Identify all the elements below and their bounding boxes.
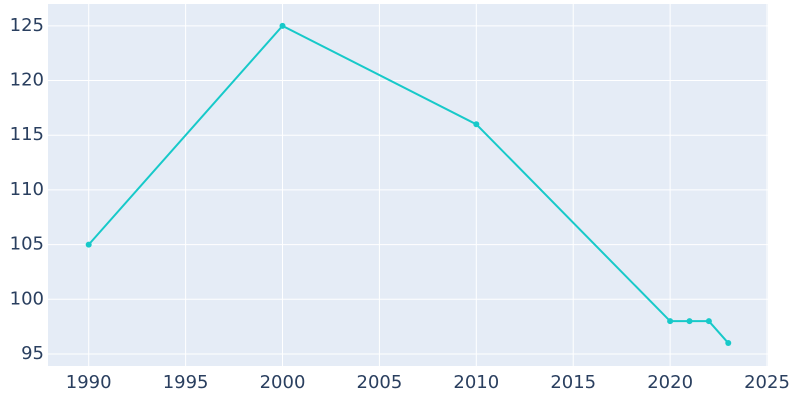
- y-tick-label: 115: [10, 124, 44, 145]
- y-tick-label: 125: [10, 15, 44, 36]
- y-tick-label: 105: [10, 234, 44, 255]
- data-point: [705, 318, 712, 325]
- data-point: [473, 121, 480, 128]
- data-point: [686, 318, 693, 325]
- y-tick-label: 120: [10, 70, 44, 91]
- x-tick-label: 2010: [453, 372, 499, 393]
- y-tick-label: 95: [21, 343, 44, 364]
- data-point: [667, 318, 674, 325]
- data-point: [279, 22, 286, 29]
- data-point: [85, 241, 92, 248]
- x-tick-label: 2020: [647, 372, 693, 393]
- x-tick-label: 2015: [550, 372, 596, 393]
- x-tick-label: 1990: [66, 372, 112, 393]
- y-tick-label: 110: [10, 179, 44, 200]
- y-tick-label: 100: [10, 288, 44, 309]
- x-tick-label: 2005: [357, 372, 403, 393]
- x-tick-label: 1995: [163, 372, 209, 393]
- x-tick-label: 2000: [260, 372, 306, 393]
- x-tick-label: 2025: [744, 372, 790, 393]
- data-point: [725, 340, 732, 347]
- plot-area: [48, 4, 768, 366]
